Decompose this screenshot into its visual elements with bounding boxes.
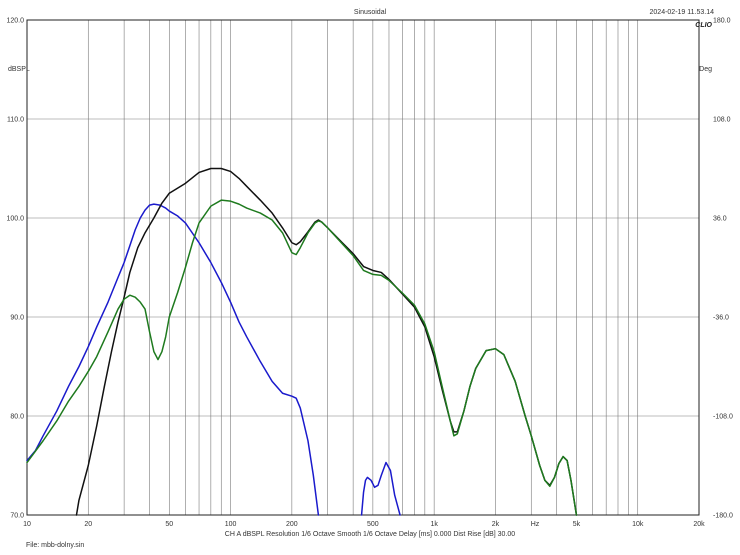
chart-title: Sinusoidal xyxy=(354,9,387,16)
y-tick-label-left: 70.0 xyxy=(10,513,24,520)
grid xyxy=(27,20,699,515)
y-tick-label-right: -180.0 xyxy=(713,513,733,520)
y-tick-label-right: -36.0 xyxy=(713,315,729,322)
y-tick-label-left: 120.0 xyxy=(6,18,24,25)
y-axis-unit-right: Deg xyxy=(699,66,712,73)
x-tick-label: 10 xyxy=(23,521,31,528)
y-axis-right: 180.0 108.0 36.0 -36.0 -108.0 -180.0 xyxy=(713,18,733,520)
y-axis-left: 120.0 110.0 100.0 90.0 80.0 70.0 xyxy=(6,18,24,520)
y-axis-unit-left: dBSPL xyxy=(8,66,30,73)
x-axis-unit: Hz xyxy=(531,521,540,528)
x-tick-label: 2k xyxy=(492,521,500,528)
x-tick-label: 20k xyxy=(693,521,705,528)
file-name: File: mbb-dolny.sin xyxy=(26,542,84,549)
series-line-1 xyxy=(26,203,320,516)
y-tick-label-right: 36.0 xyxy=(713,216,727,223)
plot-frame xyxy=(26,19,700,516)
clio-logo: CLIO xyxy=(695,22,712,29)
x-tick-label: 10k xyxy=(632,521,644,528)
measurement-settings: CH A dBSPL Resolution 1/6 Octave Smooth … xyxy=(225,531,515,538)
x-tick-label: 5k xyxy=(573,521,581,528)
series-line-3 xyxy=(26,199,578,516)
x-tick-label: 20 xyxy=(84,521,92,528)
series-line-1 xyxy=(360,461,401,516)
y-tick-label-left: 80.0 xyxy=(10,414,24,421)
x-tick-label: 50 xyxy=(165,521,173,528)
x-axis: 10 20 50 100 200 500 1k 2k 5k 10k 20k xyxy=(23,521,705,528)
curves xyxy=(26,167,578,516)
x-tick-label: 100 xyxy=(225,521,237,528)
y-tick-label-right: -108.0 xyxy=(713,414,733,421)
y-tick-label-left: 90.0 xyxy=(10,315,24,322)
x-tick-label: 500 xyxy=(367,521,379,528)
timestamp: 2024-02-19 11.53.14 xyxy=(650,9,715,16)
y-tick-label-right: 180.0 xyxy=(713,18,731,25)
x-tick-label: 1k xyxy=(430,521,438,528)
y-tick-label-right: 108.0 xyxy=(713,117,731,124)
x-tick-label: 200 xyxy=(286,521,298,528)
y-tick-label-left: 100.0 xyxy=(6,216,24,223)
y-tick-label-left: 110.0 xyxy=(7,117,24,124)
